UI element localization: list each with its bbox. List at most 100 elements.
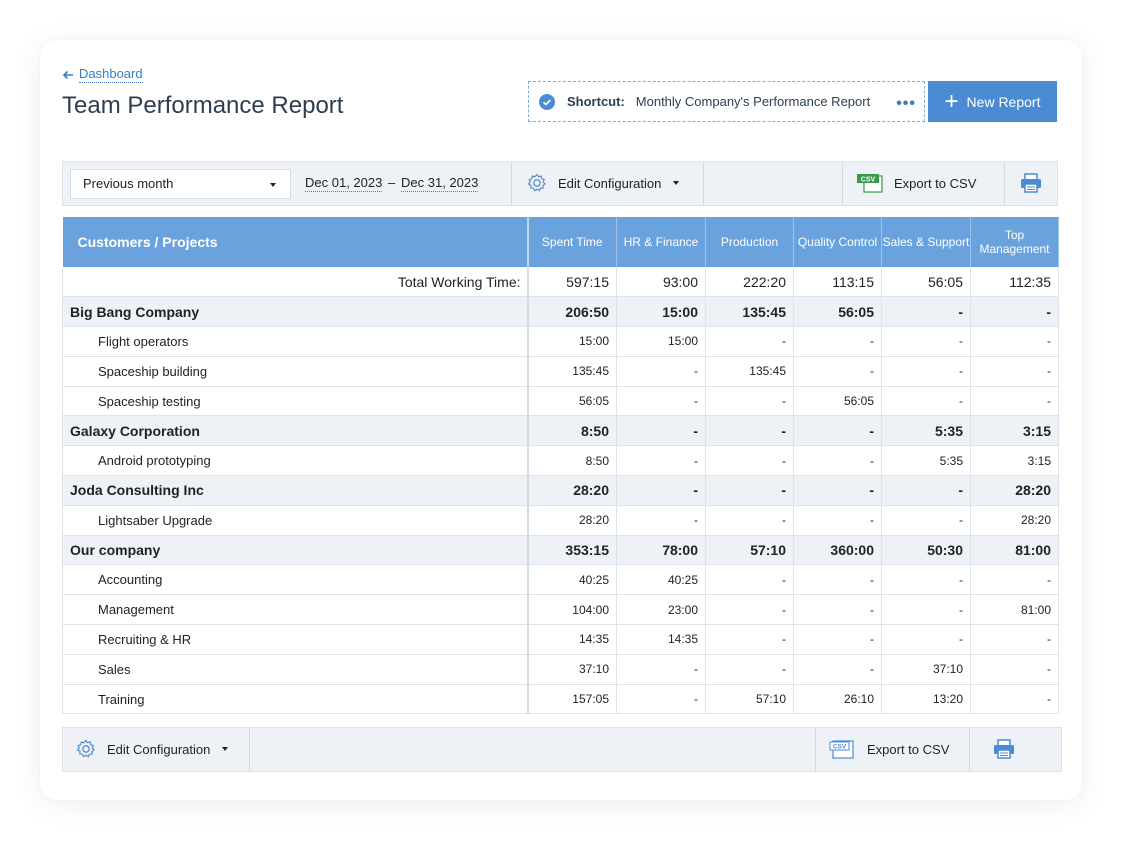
table-cell: 81:00	[970, 535, 1059, 566]
table-row: Sales 37:10- - -37:10-	[62, 654, 1059, 685]
group-row: Our company 353:15 78:00 57:10 360:00 50:30 81…	[62, 535, 1059, 566]
column-header[interactable]: Top Management	[970, 217, 1059, 267]
csv-file-icon: CSV	[857, 174, 883, 193]
table-cell: -	[970, 326, 1059, 357]
table-cell: -	[881, 356, 971, 387]
new-report-button[interactable]: + New Report	[928, 81, 1057, 122]
more-options-icon[interactable]: •••	[896, 95, 916, 112]
table-row-label: Spaceship building	[62, 356, 529, 387]
column-header[interactable]: Sales & Support	[881, 217, 971, 267]
table-cell: -	[616, 445, 706, 477]
table-cell: 14:35	[527, 624, 617, 655]
table-cell: -	[793, 624, 882, 655]
table-row-label: Spaceship testing	[62, 386, 529, 417]
table-cell: 3:15	[970, 445, 1059, 477]
date-to-field[interactable]: Dec 31, 2023	[401, 175, 479, 192]
table-cell: -	[881, 505, 971, 536]
table-cell: -	[970, 386, 1059, 417]
table-cell: 135:45	[527, 356, 617, 387]
table-cell: 14:35	[616, 624, 706, 655]
column-header[interactable]: Spent Time	[527, 217, 617, 267]
table-cell: 40:25	[616, 564, 706, 596]
csv-badge-text: CSV	[833, 744, 847, 751]
toolbar-divider	[969, 728, 970, 771]
table-cell: -	[705, 326, 794, 357]
chevron-down-icon	[222, 747, 229, 751]
table-row-label: Training	[62, 684, 529, 715]
gear-icon	[527, 173, 547, 192]
table-cell: -	[881, 296, 971, 328]
table-row-label: Accounting	[62, 564, 529, 596]
toolbar-divider	[703, 162, 704, 205]
table-cell: 135:45	[705, 296, 794, 328]
table-cell: 13:20	[881, 684, 971, 715]
table-row-label: Flight operators	[62, 326, 529, 357]
table-cell: -	[616, 505, 706, 536]
plus-icon: +	[944, 87, 959, 115]
table-cell: 28:20	[970, 475, 1059, 506]
table-cell: 206:50	[527, 296, 617, 328]
column-header[interactable]: Production	[705, 217, 794, 267]
shortcut-name: Monthly Company's Performance Report	[635, 94, 871, 109]
table-cell: 15:00	[616, 296, 706, 328]
table-cell: 56:05	[881, 267, 971, 298]
table-cell: -	[793, 445, 882, 477]
table-cell: -	[705, 386, 794, 417]
table-cell: -	[881, 326, 971, 357]
edit-configuration-button[interactable]: Edit Configuration	[75, 738, 229, 760]
export-csv-button[interactable]: CSV Export to CSV	[829, 739, 949, 759]
table-cell: -	[705, 564, 794, 596]
table-cell: -	[970, 654, 1059, 685]
shortcut-label: Shortcut:	[567, 94, 625, 109]
table-cell: -	[793, 326, 882, 357]
table-cell: -	[616, 386, 706, 417]
table-cell: 57:10	[705, 684, 794, 715]
table-cell: -	[970, 624, 1059, 655]
csv-badge-text: CSV	[861, 176, 876, 183]
date-from-field[interactable]: Dec 01, 2023	[305, 175, 383, 192]
total-row-label: Total Working Time:	[62, 267, 529, 298]
table-cell: 40:25	[527, 564, 617, 596]
report-table: Customers / Projects Spent Time HR & Fin…	[62, 217, 1059, 715]
column-header[interactable]: HR & Finance	[616, 217, 706, 267]
printer-icon[interactable]	[993, 739, 1015, 759]
table-cell: -	[616, 684, 706, 715]
table-cell: 81:00	[970, 594, 1059, 626]
table-cell: -	[705, 445, 794, 477]
table-cell: -	[793, 505, 882, 536]
table-cell: -	[705, 594, 794, 626]
table-cell: -	[705, 475, 794, 506]
table-cell: -	[616, 654, 706, 685]
table-cell: 26:10	[793, 684, 882, 715]
table-cell: 8:50	[527, 415, 617, 447]
table-cell: -	[705, 654, 794, 685]
table-row-label: Recruiting & HR	[62, 624, 529, 655]
table-row: Flight operators 15:00 15:00- - - -	[62, 326, 1059, 357]
table-cell: 93:00	[616, 267, 706, 298]
table-cell: 222:20	[705, 267, 794, 298]
column-header[interactable]: Quality Control	[793, 217, 882, 267]
group-row: Big Bang Company 206:50 15:00 135:45 56:05- -	[62, 296, 1059, 328]
table-cell: -	[705, 415, 794, 447]
back-to-dashboard-link[interactable]: Dashboard	[62, 66, 143, 83]
table-row-label: Sales	[62, 654, 529, 685]
table-row: Management 104:00 23:00- - -81:00	[62, 594, 1059, 626]
edit-configuration-button[interactable]: Edit Configuration	[526, 172, 680, 194]
table-row-label: Lightsaber Upgrade	[62, 505, 529, 536]
printer-icon[interactable]	[1020, 173, 1042, 193]
period-select[interactable]: Previous month	[70, 169, 291, 199]
table-cell: -	[970, 296, 1059, 328]
table-row-label: Android prototyping	[62, 445, 529, 477]
table-cell: 50:30	[881, 535, 971, 566]
table-cell: 104:00	[527, 594, 617, 626]
export-csv-button[interactable]: CSV Export to CSV	[856, 173, 976, 193]
table-cell: 353:15	[527, 535, 617, 566]
table-cell: -	[793, 594, 882, 626]
column-header[interactable]: Customers / Projects	[62, 217, 529, 267]
table-row: Android prototyping 8:50- - -5:35 3:15	[62, 445, 1059, 477]
table-cell: 157:05	[527, 684, 617, 715]
total-row: Total Working Time: 597:15 93:00 222:20 113:…	[62, 267, 1059, 298]
table-cell: 56:05	[527, 386, 617, 417]
table-cell: 8:50	[527, 445, 617, 477]
shortcut-box[interactable]: Shortcut: Monthly Company's Performance …	[528, 81, 925, 122]
